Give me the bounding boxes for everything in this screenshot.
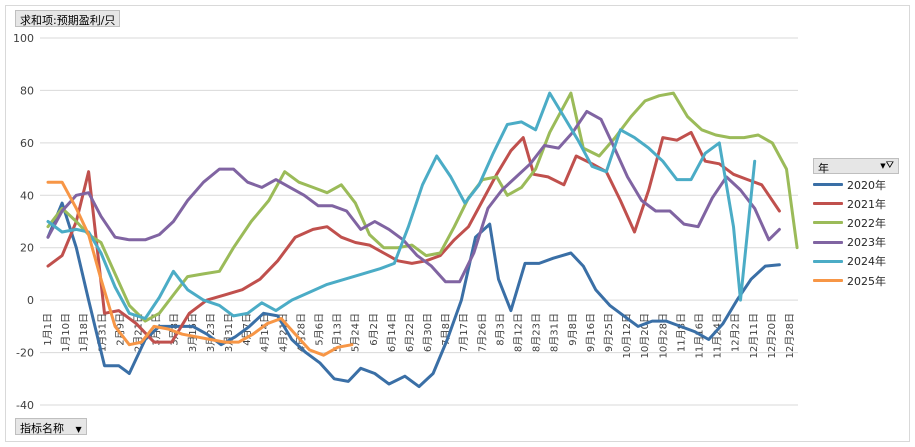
- x-tick-label: 6月2日: [368, 313, 380, 346]
- y-tick-label: 0: [27, 294, 34, 307]
- legend-label: 2022年: [847, 216, 886, 230]
- legend-label: 2024年: [847, 255, 886, 269]
- x-tick-label: 12月20日: [766, 313, 778, 358]
- row-field-button[interactable]: 指标名称 ▼: [15, 418, 87, 435]
- legend-swatch: [813, 259, 843, 263]
- y-tick-label: 60: [20, 137, 34, 150]
- x-tick-label: 12月28日: [784, 313, 796, 358]
- x-tick-label: 11月8日: [675, 313, 687, 352]
- legend-swatch: [813, 279, 843, 283]
- x-tick-label: 3月15日: [187, 313, 199, 352]
- x-tick-label: 10月12日: [621, 313, 633, 358]
- legend-label: 2021年: [847, 197, 886, 211]
- x-tick-label: 10月28日: [657, 313, 669, 358]
- y-tick-label: -20: [16, 347, 34, 360]
- x-tick-label: 3月23日: [205, 313, 217, 352]
- x-tick-label: 3月8日: [169, 313, 181, 346]
- legend-field-label: 年: [818, 162, 829, 175]
- legend-label: 2025年: [847, 274, 886, 288]
- x-tick-label: 7月26日: [476, 313, 488, 352]
- x-tick-label: 9月16日: [585, 313, 597, 352]
- series-line-2024年: [46, 91, 757, 320]
- series-line-2022年: [46, 91, 799, 323]
- x-tick-label: 1月31日: [96, 313, 108, 352]
- y-tick-label: -40: [16, 399, 34, 412]
- legend-swatch: [813, 183, 843, 187]
- x-tick-label: 6月30日: [422, 313, 434, 352]
- x-tick-label: 1月10日: [60, 313, 72, 352]
- value-field-button[interactable]: 求和项:预期盈利/只: [15, 10, 121, 27]
- x-tick-label: 10月20日: [639, 313, 651, 358]
- y-tick-label: 20: [20, 242, 34, 255]
- x-tick-label: 6月14日: [386, 313, 398, 352]
- x-tick-label: 8月3日: [494, 313, 506, 346]
- x-tick-label: 5月13日: [332, 313, 344, 352]
- x-tick-label: 4月14日: [259, 313, 271, 352]
- x-tick-label: 9月25日: [603, 313, 615, 352]
- x-tick-label: 5月24日: [350, 313, 362, 352]
- legend: 2020年 2021年 2022年 2023年 2024年 2025年: [813, 175, 899, 290]
- x-tick-label: 12月11日: [748, 313, 760, 358]
- x-tick-label: 5月6日: [313, 313, 325, 346]
- legend-label: 2020年: [847, 178, 886, 192]
- dropdown-arrow-icon[interactable]: ▼: [75, 425, 82, 434]
- legend-label: 2023年: [847, 236, 886, 250]
- x-tick-label: 6月22日: [404, 313, 416, 352]
- legend-item: 2024年: [813, 252, 899, 271]
- dropdown-arrow-icon[interactable]: ▼: [880, 162, 886, 170]
- legend-item: 2025年: [813, 271, 899, 290]
- y-tick-label: 100: [13, 32, 34, 45]
- x-tick-label: 8月23日: [531, 313, 543, 352]
- legend-item: 2021年: [813, 194, 899, 213]
- x-tick-label: 1月1日: [42, 313, 54, 346]
- legend-swatch: [813, 202, 843, 206]
- row-field-label: 指标名称: [20, 422, 64, 435]
- x-tick-label: 12月2日: [730, 313, 742, 352]
- legend-item: 2023年: [813, 233, 899, 252]
- series-line-2020年: [46, 201, 781, 389]
- x-tick-label: 8月12日: [513, 313, 525, 352]
- x-tick-label: 8月31日: [549, 313, 561, 352]
- legend-item: 2020年: [813, 175, 899, 194]
- series-line-2023年: [46, 109, 781, 284]
- x-tick-label: 3月31日: [223, 313, 235, 352]
- series-line-2021年: [46, 130, 781, 344]
- series-line-2025年: [46, 180, 354, 357]
- chart-frame: [5, 5, 910, 442]
- x-tick-label: 7月17日: [458, 313, 470, 352]
- y-tick-label: 40: [20, 189, 34, 202]
- legend-item: 2022年: [813, 213, 899, 232]
- x-tick-label: 1月18日: [78, 313, 90, 352]
- legend-field-button[interactable]: 年 ▼⛛: [813, 158, 899, 175]
- x-tick-label: 9月8日: [567, 313, 579, 346]
- legend-swatch: [813, 221, 843, 225]
- legend-swatch: [813, 240, 843, 244]
- y-tick-label: 80: [20, 84, 34, 97]
- filter-icon[interactable]: ⛛: [885, 160, 894, 171]
